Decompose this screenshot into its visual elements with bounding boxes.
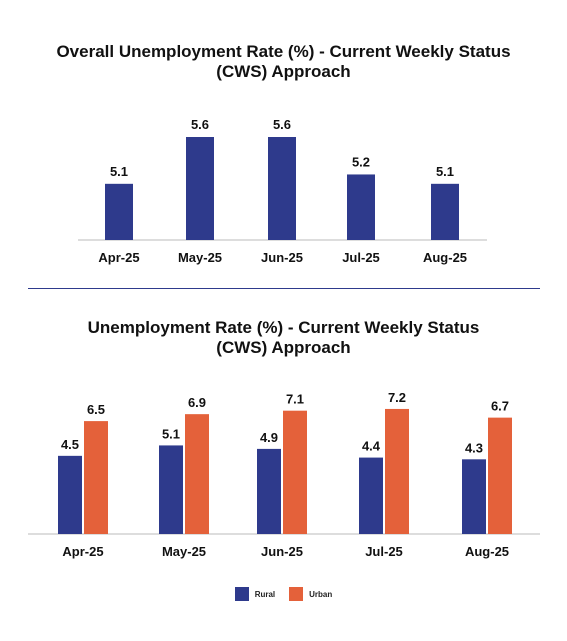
chart2-tick-jun-25: Jun-25 — [261, 544, 303, 559]
legend-item-rural: Rural — [234, 587, 276, 601]
chart1-tick-jul-25: Jul-25 — [342, 250, 380, 265]
chart1-bar-value-may-25: 5.6 — [191, 117, 209, 132]
chart2-bar-value-rural-jul-25: 4.4 — [362, 439, 381, 454]
chart1-bar-value-aug-25: 5.1 — [436, 164, 454, 179]
chart2-bar-rural-may-25 — [159, 445, 183, 534]
chart2-bar-value-urban-may-25: 6.9 — [188, 395, 206, 410]
chart2-bar-rural-jul-25 — [359, 457, 383, 534]
chart2-bar-rural-jun-25 — [257, 448, 281, 534]
legend-swatch-urban — [289, 587, 304, 601]
legend-item-urban: Urban — [289, 587, 332, 601]
legend-label-urban: Urban — [309, 589, 333, 599]
chart1-bar-may-25 — [186, 137, 214, 240]
chart1-bar-value-jun-25: 5.6 — [273, 117, 291, 132]
chart2-tick-may-25: May-25 — [162, 544, 206, 559]
chart1-bar-jun-25 — [268, 137, 296, 240]
chart2-bar-urban-may-25 — [185, 414, 209, 534]
chart1-title: Overall Unemployment Rate (%) - Current … — [0, 42, 567, 82]
chart1-bar-aug-25 — [431, 183, 459, 240]
chart2-title: Unemployment Rate (%) - Current Weekly S… — [0, 318, 567, 358]
chart1-tick-aug-25: Aug-25 — [423, 250, 467, 265]
chart2-title-line2: (CWS) Approach — [216, 338, 351, 357]
chart2-bar-value-urban-aug-25: 6.7 — [491, 399, 509, 414]
chart1-bar-value-jul-25: 5.2 — [352, 154, 370, 169]
chart2-bar-value-urban-jul-25: 7.2 — [388, 390, 406, 405]
chart1-title-line1: Overall Unemployment Rate (%) - Current … — [56, 42, 511, 61]
chart2-tick-apr-25: Apr-25 — [62, 544, 103, 559]
chart2-bar-urban-jun-25 — [283, 410, 307, 534]
chart1-bar-value-apr-25: 5.1 — [110, 164, 128, 179]
section-divider — [28, 288, 540, 289]
chart2-bar-value-rural-aug-25: 4.3 — [465, 440, 483, 455]
chart2-bar-value-rural-apr-25: 4.5 — [61, 437, 79, 452]
chart2-bar-urban-apr-25 — [84, 421, 108, 534]
chart2-bar-urban-aug-25 — [488, 417, 512, 534]
chart2-legend: Rural Urban — [0, 587, 567, 601]
chart2-bar-urban-jul-25 — [385, 408, 409, 534]
chart2-bar-rural-aug-25 — [462, 459, 486, 534]
chart2-bar-value-rural-may-25: 5.1 — [162, 426, 180, 441]
chart1-title-line2: (CWS) Approach — [216, 62, 351, 81]
chart2-bar-value-rural-jun-25: 4.9 — [260, 430, 278, 445]
legend-label-rural: Rural — [254, 589, 276, 599]
chart1-tick-jun-25: Jun-25 — [261, 250, 303, 265]
legend-swatch-rural — [234, 587, 249, 601]
chart1-tick-may-25: May-25 — [178, 250, 222, 265]
chart2-title-line1: Unemployment Rate (%) - Current Weekly S… — [87, 318, 480, 337]
chart2-bar-rural-apr-25 — [58, 455, 82, 534]
chart2-tick-aug-25: Aug-25 — [465, 544, 509, 559]
chart2-tick-jul-25: Jul-25 — [365, 544, 403, 559]
chart2-bar-value-urban-apr-25: 6.5 — [87, 402, 105, 417]
chart2-bar-value-urban-jun-25: 7.1 — [286, 392, 304, 407]
chart1-tick-apr-25: Apr-25 — [98, 250, 139, 265]
chart1-bar-apr-25 — [105, 183, 133, 240]
chart1-bar-jul-25 — [347, 174, 375, 240]
